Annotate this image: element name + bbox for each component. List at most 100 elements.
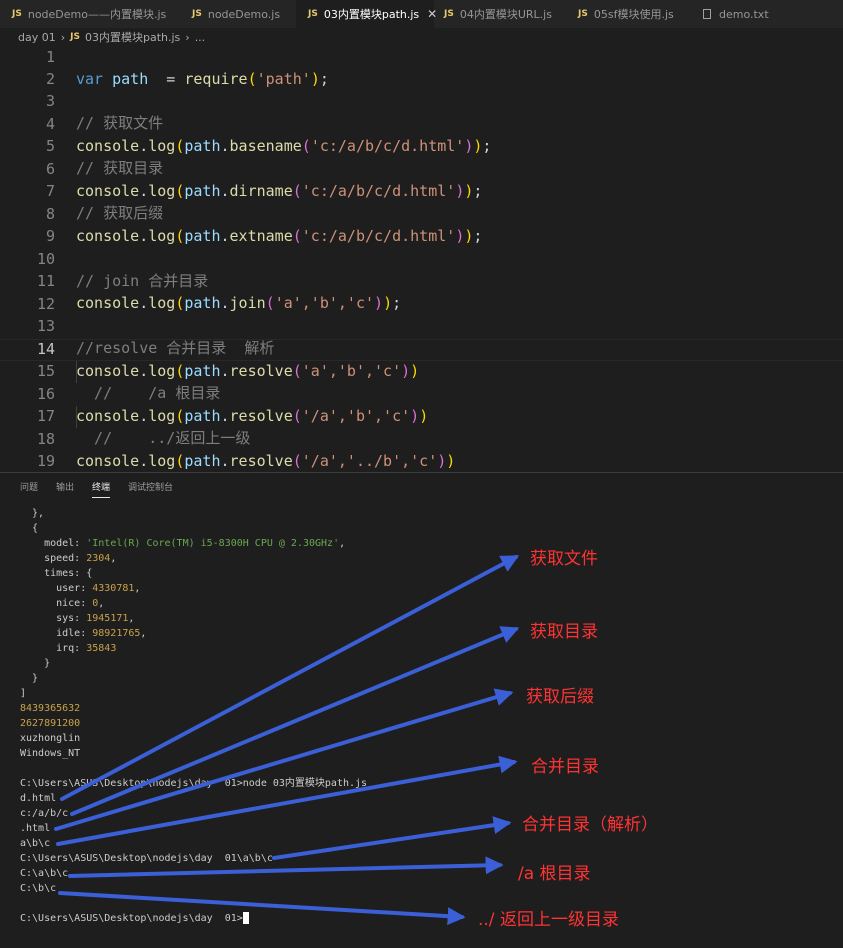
code-comment: // /a 根目录 bbox=[76, 384, 221, 402]
terminal-line: } bbox=[20, 673, 39, 684]
code-comment: //resolve 合并目录 解析 bbox=[76, 339, 275, 357]
js-icon: JS bbox=[308, 9, 318, 19]
terminal-output[interactable]: }, { model: 'Intel(R) Core(TM) i5-8300H … bbox=[20, 506, 367, 926]
code-line: console.log(path.resolve('a','b','c')) bbox=[76, 362, 420, 380]
breadcrumb: day 01 › JS 03内置模块path.js › ... bbox=[18, 28, 205, 46]
tab-03-path[interactable]: JS 03内置模块path.js ✕ bbox=[296, 0, 438, 28]
line-number: 6 bbox=[45, 160, 55, 178]
breadcrumb-folder[interactable]: day 01 bbox=[18, 30, 56, 44]
terminal-line: sys: 1945171, bbox=[20, 613, 135, 624]
tab-terminal[interactable]: 终端 bbox=[92, 480, 111, 498]
line-number: 13 bbox=[36, 317, 55, 335]
js-icon: JS bbox=[12, 9, 22, 19]
line-number: 17 bbox=[36, 407, 55, 425]
arrow-parent bbox=[58, 891, 466, 926]
terminal-line: d.html bbox=[20, 793, 57, 804]
terminal-line: nice: 0, bbox=[20, 598, 105, 609]
tab-label: 04内置模块URL.js bbox=[459, 8, 552, 21]
line-number: 19 bbox=[36, 452, 55, 470]
terminal-line: Windows_NT bbox=[20, 748, 81, 759]
line-number-current: 14 bbox=[36, 340, 55, 358]
line-number: 9 bbox=[45, 227, 55, 245]
code-editor[interactable]: 1 var path = require('path'); 2 3 // 获取文… bbox=[0, 46, 843, 472]
arrow-basename bbox=[60, 555, 520, 801]
breadcrumb-file[interactable]: 03内置模块path.js bbox=[84, 31, 181, 44]
annotation-basename: 获取文件 bbox=[530, 549, 598, 569]
line-number: 3 bbox=[45, 92, 55, 110]
tab-problems[interactable]: 问题 bbox=[20, 483, 39, 493]
line-number: 7 bbox=[45, 182, 55, 200]
tab-label: nodeDemo——内置模块.js bbox=[27, 8, 167, 21]
code-line: console.log(path.basename('c:/a/b/c/d.ht… bbox=[76, 137, 492, 155]
arrow-root bbox=[68, 856, 504, 878]
terminal-line: xuzhonglin bbox=[20, 733, 81, 744]
indent-guide bbox=[76, 406, 77, 428]
terminal-line: model: 'Intel(R) Core(TM) i5-8300H CPU @… bbox=[20, 538, 346, 549]
line-number: 1 bbox=[45, 48, 55, 66]
code-comment: // 获取文件 bbox=[76, 114, 164, 132]
arrow-dirname bbox=[70, 626, 520, 816]
line-number: 8 bbox=[45, 205, 55, 223]
terminal-line: ] bbox=[20, 688, 27, 699]
code-comment: // join 合并目录 bbox=[76, 272, 209, 290]
terminal-line: speed: 2304, bbox=[20, 553, 117, 564]
chevron-right-icon: › bbox=[185, 30, 190, 44]
annotation-resolve: 合并目录（解析） bbox=[522, 815, 658, 835]
js-icon: JS bbox=[444, 9, 454, 19]
annotation-dirname: 获取目录 bbox=[530, 622, 598, 642]
terminal-line: 8439365632 bbox=[20, 703, 81, 714]
arrow-join bbox=[56, 755, 518, 846]
terminal-cursor bbox=[242, 912, 249, 924]
annotation-parent: ../ 返回上一级目录 bbox=[478, 910, 619, 930]
tab-output[interactable]: 输出 bbox=[56, 483, 75, 493]
arrow-extname bbox=[54, 688, 514, 831]
indent-guide bbox=[76, 361, 77, 383]
code-line: console.log(path.join('a','b','c')); bbox=[76, 294, 402, 312]
code-line: console.log(path.extname('c:/a/b/c/d.htm… bbox=[76, 227, 483, 245]
terminal-line: irq: 35843 bbox=[20, 643, 117, 654]
tab-label: demo.txt bbox=[719, 7, 769, 21]
tab-label: 03内置模块path.js bbox=[323, 8, 420, 21]
terminal-line: a\b\c bbox=[20, 838, 51, 849]
line-number: 5 bbox=[45, 137, 55, 155]
tab-label: nodeDemo.js bbox=[207, 7, 281, 21]
terminal-line: c:/a/b/c bbox=[20, 808, 69, 819]
code-comment: // ../返回上一级 bbox=[76, 429, 251, 447]
terminal-line: C:\Users\ASUS\Desktop\nodejs\day 01>node… bbox=[20, 778, 368, 789]
terminal-line: C:\b\c bbox=[20, 883, 57, 894]
line-number: 4 bbox=[45, 115, 55, 133]
line-number: 2 bbox=[45, 70, 55, 88]
line-number: 16 bbox=[36, 385, 55, 403]
line-number: 15 bbox=[36, 362, 55, 380]
terminal-prompt[interactable]: C:\Users\ASUS\Desktop\nodejs\day 01> bbox=[20, 911, 367, 926]
tab-nodedemo[interactable]: JS nodeDemo.js bbox=[192, 0, 280, 28]
js-icon: JS bbox=[578, 9, 588, 19]
annotation-extname: 获取后缀 bbox=[526, 687, 594, 707]
code-line: console.log(path.resolve('/a','b','c')) bbox=[76, 407, 429, 425]
panel-divider bbox=[0, 472, 843, 473]
terminal-line: }, bbox=[20, 508, 45, 519]
code-comment: // 获取后缀 bbox=[76, 204, 164, 222]
terminal-line: } bbox=[20, 658, 51, 669]
terminal-line: 2627891200 bbox=[20, 718, 81, 729]
tab-bar: JS nodeDemo——内置模块.js JS nodeDemo.js JS 0… bbox=[0, 0, 843, 28]
chevron-right-icon: › bbox=[60, 30, 66, 44]
code-comment: // 获取目录 bbox=[76, 159, 164, 177]
code-line: console.log(path.resolve('/a','../b','c'… bbox=[76, 452, 456, 470]
line-number: 11 bbox=[36, 272, 55, 290]
close-icon[interactable]: ✕ bbox=[427, 7, 438, 21]
js-icon: JS bbox=[70, 32, 80, 42]
tab-nodedemo-builtin[interactable]: JS nodeDemo——内置模块.js bbox=[12, 0, 166, 28]
tab-04-url[interactable]: JS 04内置模块URL.js bbox=[444, 0, 552, 28]
document-icon bbox=[703, 9, 711, 19]
terminal-line: { bbox=[20, 523, 39, 534]
breadcrumb-symbol[interactable]: ... bbox=[194, 30, 206, 44]
tab-05-sf[interactable]: JS 05sf模块使用.js bbox=[578, 0, 674, 28]
tab-debug-console[interactable]: 调试控制台 bbox=[128, 483, 174, 493]
tab-demo-txt[interactable]: demo.txt bbox=[703, 0, 769, 28]
line-number: 18 bbox=[36, 430, 55, 448]
current-line-highlight bbox=[0, 339, 843, 361]
annotation-root: /a 根目录 bbox=[518, 864, 591, 884]
code-line: var path = require('path'); bbox=[76, 70, 329, 88]
